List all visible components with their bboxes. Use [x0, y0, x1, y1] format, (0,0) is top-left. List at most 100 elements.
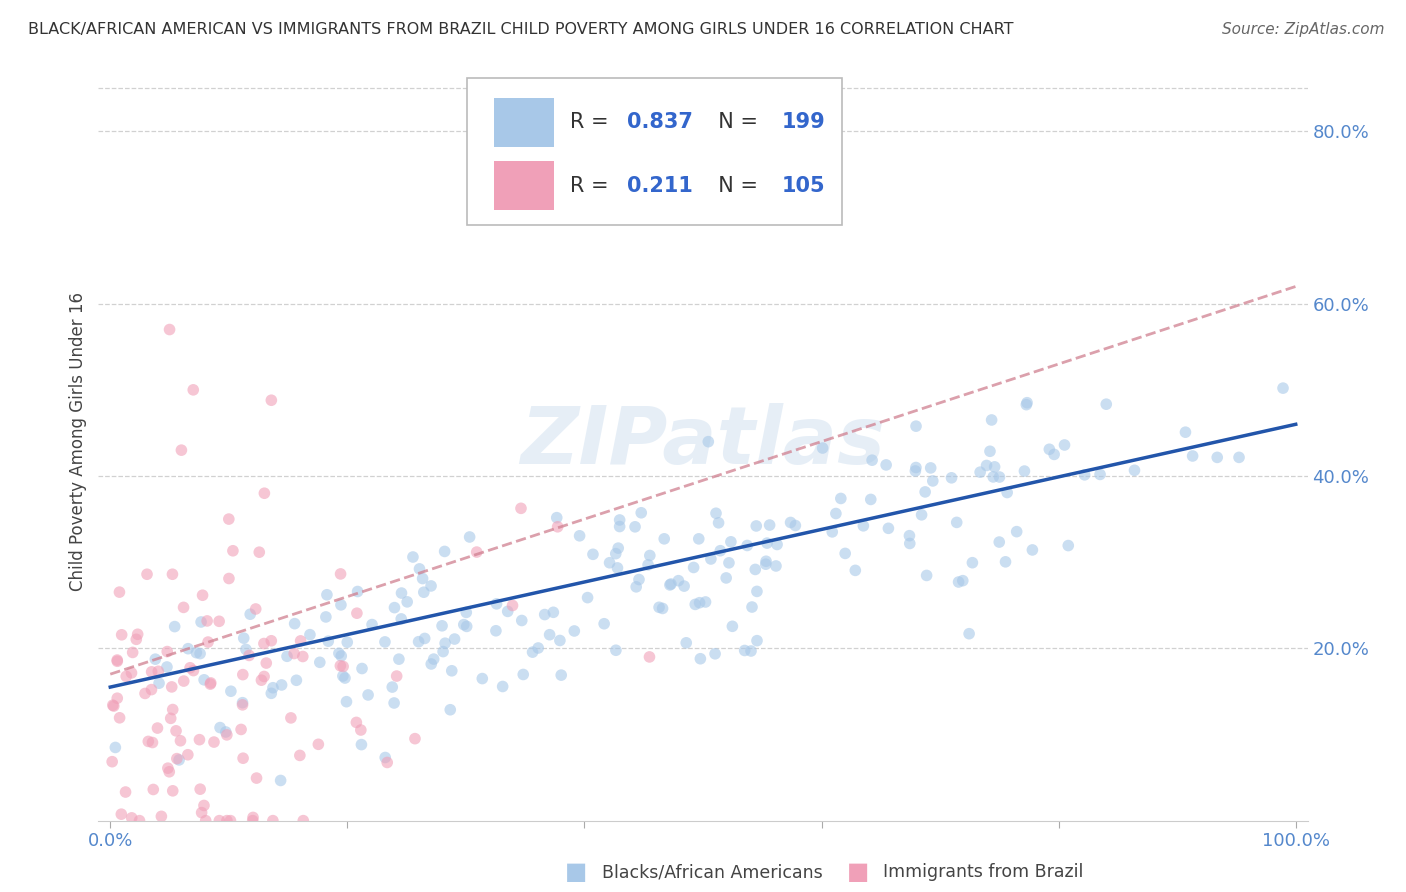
Point [193, 798, 215, 813]
Point [110, 807, 132, 822]
Point [755, 554, 778, 568]
Point [260, 633, 283, 648]
Point [183, 664, 205, 678]
Point [105, 654, 128, 668]
Point [188, 782, 211, 797]
Point [239, 607, 262, 622]
Point [232, 751, 254, 765]
Point [121, 665, 143, 680]
Point [346, 584, 368, 599]
Point [108, 711, 131, 725]
Point [904, 460, 927, 475]
Point [329, 658, 352, 673]
Point [208, 615, 231, 629]
Point [245, 771, 267, 785]
Point [276, 649, 298, 664]
Point [288, 748, 311, 763]
Point [179, 661, 201, 675]
Point [105, 653, 128, 667]
Text: BLACK/AFRICAN AMERICAN VS IMMIGRANTS FROM BRAZIL CHILD POVERTY AMONG GIRLS UNDER: BLACK/AFRICAN AMERICAN VS IMMIGRANTS FRO… [28, 22, 1014, 37]
Point [231, 696, 253, 710]
Point [308, 655, 330, 669]
Point [1014, 464, 1036, 478]
Point [624, 520, 647, 534]
Point [898, 529, 921, 543]
Point [994, 555, 1017, 569]
Point [700, 552, 723, 566]
Point [253, 486, 276, 500]
Point [543, 605, 565, 619]
Point [1272, 381, 1295, 395]
Point [980, 413, 1002, 427]
Point [720, 534, 742, 549]
Point [253, 636, 276, 650]
Point [1057, 539, 1080, 553]
Point [785, 518, 807, 533]
Point [111, 628, 134, 642]
Point [169, 733, 191, 747]
Point [413, 632, 436, 646]
Point [910, 508, 932, 522]
Point [921, 474, 943, 488]
Point [125, 632, 148, 647]
Point [825, 507, 848, 521]
Point [335, 695, 357, 709]
Point [191, 588, 214, 602]
Point [920, 461, 942, 475]
Point [957, 626, 980, 640]
Point [675, 636, 697, 650]
Point [292, 814, 315, 828]
Point [741, 600, 763, 615]
Point [779, 516, 801, 530]
Point [177, 641, 200, 656]
Y-axis label: Child Poverty Among Girls Under 16: Child Poverty Among Girls Under 16 [69, 292, 87, 591]
Point [471, 672, 494, 686]
Point [697, 434, 720, 449]
Text: 0.211: 0.211 [627, 176, 693, 196]
Point [284, 616, 307, 631]
Point [546, 510, 568, 524]
Text: N =: N = [706, 176, 765, 196]
Point [173, 600, 195, 615]
Point [105, 691, 128, 706]
Point [689, 651, 711, 665]
Point [744, 562, 766, 576]
Point [582, 547, 605, 561]
Point [385, 669, 408, 683]
Point [357, 688, 380, 702]
Point [384, 600, 406, 615]
Point [1123, 463, 1146, 477]
Point [607, 541, 630, 556]
Point [177, 747, 200, 762]
Point [995, 485, 1018, 500]
Point [165, 723, 187, 738]
Point [404, 731, 426, 746]
Point [141, 682, 163, 697]
Point [1206, 450, 1229, 465]
Point [659, 577, 682, 591]
Point [420, 657, 443, 671]
Point [121, 811, 143, 825]
Point [1095, 397, 1118, 411]
Point [188, 732, 211, 747]
Point [283, 647, 305, 661]
Point [1174, 425, 1197, 440]
Point [422, 652, 444, 666]
Point [915, 568, 938, 582]
Point [734, 643, 756, 657]
Point [440, 664, 463, 678]
Point [1038, 442, 1060, 457]
Point [981, 470, 1004, 484]
Text: Blacks/African Americans: Blacks/African Americans [602, 863, 823, 881]
Point [298, 628, 321, 642]
Point [844, 563, 866, 577]
Point [186, 646, 208, 660]
Point [638, 549, 661, 563]
Point [952, 574, 974, 588]
Point [127, 627, 149, 641]
Point [235, 642, 257, 657]
Point [103, 699, 125, 714]
FancyBboxPatch shape [467, 78, 842, 226]
Point [375, 756, 398, 770]
Point [637, 558, 659, 572]
